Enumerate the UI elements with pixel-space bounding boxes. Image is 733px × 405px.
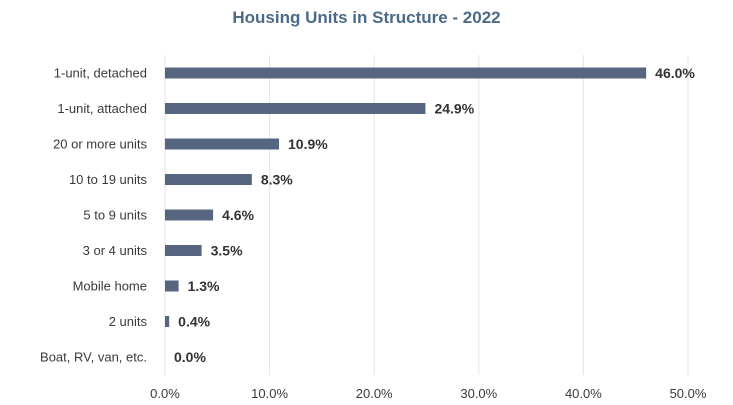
data-label: 4.6% [222, 207, 254, 223]
x-tick-label: 40.0% [565, 386, 602, 401]
category-label: Boat, RV, van, etc. [40, 350, 147, 365]
data-label: 46.0% [655, 65, 695, 81]
bar [165, 245, 202, 256]
bar [165, 138, 280, 150]
bar [165, 280, 179, 292]
x-tick-label: 50.0% [670, 386, 707, 401]
chart-title: Housing Units in Structure - 2022 [232, 8, 501, 27]
bar [165, 209, 214, 221]
category-label: 20 or more units [53, 137, 147, 152]
category-label: Mobile home [73, 279, 147, 294]
bar [165, 174, 252, 185]
category-label: 2 units [109, 314, 148, 329]
data-label: 24.9% [434, 101, 474, 117]
category-label: 5 to 9 units [83, 208, 147, 223]
category-label: 1-unit, detached [54, 66, 147, 81]
x-tick-label: 20.0% [356, 386, 393, 401]
bar [165, 67, 647, 79]
data-label: 0.0% [174, 349, 206, 365]
data-label: 3.5% [211, 243, 243, 259]
category-label: 10 to 19 units [69, 172, 148, 187]
x-tick-label: 0.0% [150, 386, 180, 401]
category-label: 1-unit, attached [57, 101, 147, 116]
category-label: 3 or 4 units [83, 243, 148, 258]
data-label: 10.9% [288, 136, 328, 152]
x-tick-label: 10.0% [251, 386, 288, 401]
bar [165, 103, 426, 114]
data-label: 0.4% [178, 314, 210, 330]
x-tick-label: 30.0% [460, 386, 497, 401]
data-label: 1.3% [188, 278, 220, 294]
bar [165, 316, 170, 327]
data-label: 8.3% [261, 172, 293, 188]
